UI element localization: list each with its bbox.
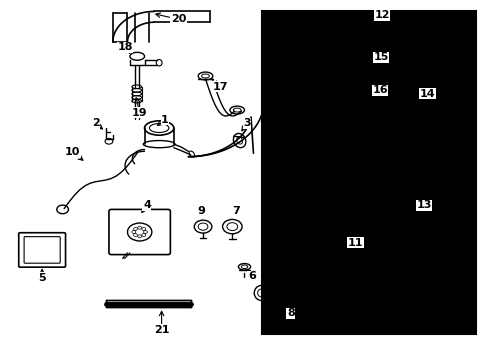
Text: 7: 7 [231,206,239,216]
Bar [323,200,408,261]
Ellipse shape [347,197,360,203]
Text: 10: 10 [65,147,81,157]
Circle shape [304,61,325,77]
Text: 13: 13 [415,200,431,210]
Text: 4: 4 [143,200,151,210]
Text: 12: 12 [373,10,389,20]
Text: 15: 15 [372,52,388,62]
Text: 14: 14 [419,89,434,99]
Text: 20: 20 [171,14,186,24]
Bar [271,44,412,162]
Text: 11: 11 [347,238,363,248]
Text: 18: 18 [117,42,133,52]
Bar [408,221,418,239]
Text: 9: 9 [197,206,205,216]
Text: 8: 8 [286,309,294,318]
Text: 6: 6 [247,271,255,281]
Text: 17: 17 [212,82,227,92]
Ellipse shape [369,197,382,203]
Bar [351,223,380,237]
Polygon shape [105,300,190,307]
Bar [261,12,475,334]
Text: 1: 1 [161,115,168,125]
Text: 16: 16 [371,85,387,95]
Text: 21: 21 [154,325,169,335]
Text: 3: 3 [243,118,250,128]
Text: 2: 2 [92,118,100,128]
Text: 5: 5 [38,273,46,283]
Text: 19: 19 [132,108,147,118]
